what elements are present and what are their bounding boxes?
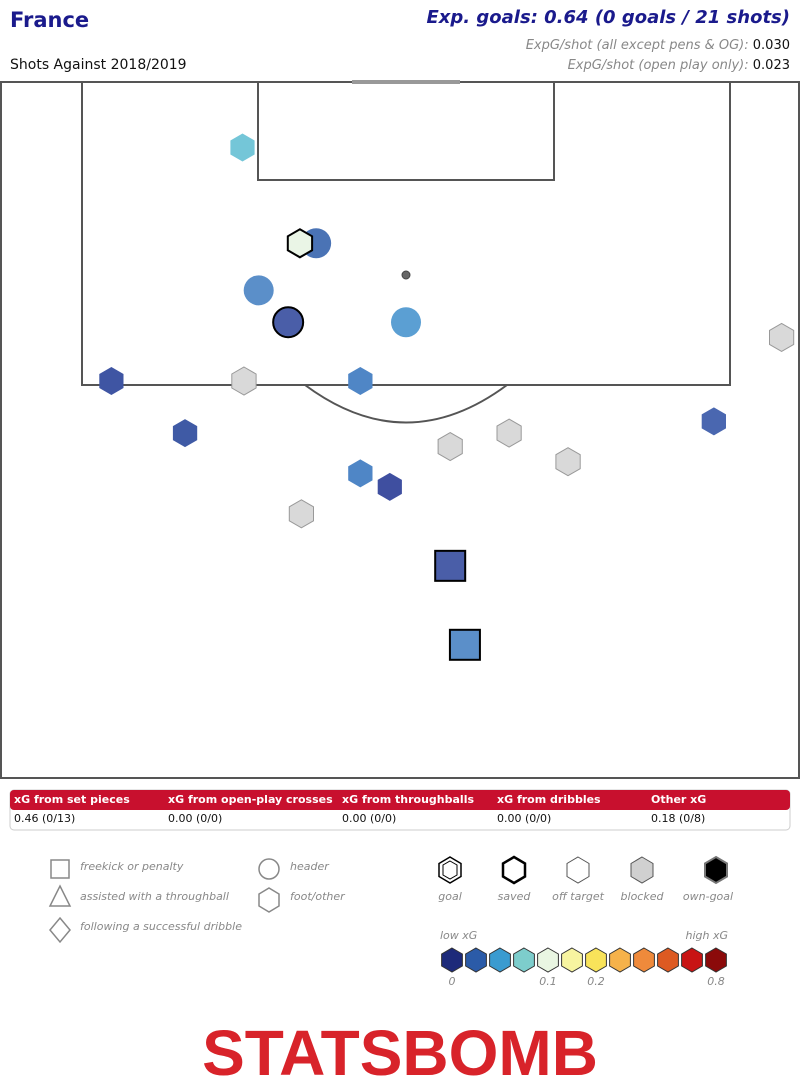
summary: Exp. goals: 0.64 (0 goals / 21 shots) (427, 7, 790, 28)
shot-foot (377, 472, 402, 501)
stat-label: ExpG/shot (open play only): (568, 58, 749, 73)
legend-diamond (49, 916, 71, 944)
scale-swatch (465, 947, 487, 973)
legend-outcome: saved (498, 890, 532, 903)
scale-tick: 0.8 (707, 975, 725, 988)
stat-value: 0.023 (753, 58, 790, 73)
stat: ExpG/shot (all except pens & OG): 0.030 (526, 38, 790, 53)
scale-swatch (585, 947, 607, 973)
blocked-icon (630, 856, 654, 884)
stat-value: 0.030 (753, 38, 790, 53)
scale-high: high xG (685, 929, 728, 942)
subtitle: Shots Against 2018/2019 (10, 57, 187, 73)
table-header-cell: xG from set pieces (14, 793, 130, 806)
shot-foot (555, 447, 581, 477)
shot-set-piece (448, 628, 481, 661)
table-header-cell: xG from throughballs (342, 793, 474, 806)
scale-tick: 0 (449, 975, 456, 988)
scale-tick: 0.2 (587, 975, 605, 988)
table-header-cell: xG from dribbles (497, 793, 601, 806)
pitch (0, 80, 800, 779)
scale-swatch (633, 947, 655, 973)
logo: STATSBOMB (202, 1017, 598, 1089)
legend-type: assisted with a throughball (80, 890, 229, 903)
shot-header (391, 307, 421, 338)
scale-swatch (537, 947, 559, 973)
stat-label: ExpG/shot (all except pens & OG): (526, 38, 749, 53)
shot-foot (231, 366, 257, 396)
legend-outcome: own-goal (683, 890, 733, 903)
table-cell: 0.00 (0/0) (168, 812, 222, 825)
legend-type: header (290, 860, 330, 873)
legend-outcome: blocked (621, 890, 665, 903)
shot-foot (99, 367, 124, 395)
table-cell: 0.18 (0/8) (651, 812, 705, 825)
scale-tick: 0.1 (539, 975, 557, 988)
penalty-arc (304, 384, 508, 424)
own-goal-icon (704, 855, 728, 885)
table-cell: 0.00 (0/0) (342, 812, 396, 825)
scale-swatch (705, 947, 727, 973)
legend-type: freekick or penalty (80, 860, 184, 873)
legend-outcome: off target (552, 890, 604, 903)
legend-square (50, 859, 70, 879)
scale-swatch (489, 947, 511, 973)
legend-type: following a successful dribble (80, 920, 242, 933)
saved-icon (501, 855, 527, 885)
shot-header (272, 306, 305, 339)
legend: freekick or penalty assisted with a throu… (80, 860, 733, 988)
scale-swatch (609, 947, 631, 973)
title: France (10, 8, 89, 32)
table: xG from set pieces 0.46 (0/13) xG from ope… (14, 793, 706, 825)
shot-header (243, 275, 274, 306)
penalty-box (81, 81, 731, 386)
scale-swatch (561, 947, 583, 973)
stat: ExpG/shot (open play only): 0.023 (568, 58, 790, 73)
scale-swatch (657, 947, 679, 973)
legend-outcomes (438, 855, 728, 885)
shot-foot (286, 228, 314, 259)
shot-foot (288, 499, 314, 529)
shot-foot (437, 432, 463, 462)
table-cell: 0.46 (0/13) (14, 812, 75, 825)
shot-foot (348, 367, 373, 395)
shot-foot (496, 418, 522, 448)
shots (99, 133, 795, 661)
scale-swatch (441, 947, 463, 973)
legend-type: foot/other (290, 890, 346, 903)
table-header-cell: Other xG (651, 793, 706, 806)
legend-hexagon (258, 887, 280, 913)
legend-shapes (48, 858, 280, 944)
table-header-cell: xG from open-play crosses (168, 793, 333, 806)
legend-outcome: goal (438, 890, 462, 903)
scale-low: low xG (440, 929, 477, 942)
six-yard-box (257, 81, 555, 181)
shot-foot (230, 133, 255, 162)
legend-triangle (48, 884, 72, 907)
goal-icon-inner (442, 860, 458, 880)
goal-icon (438, 856, 462, 884)
shot-foot (348, 459, 373, 488)
shot-foot (769, 322, 795, 352)
shot-foot (701, 407, 726, 436)
scale-swatch (681, 947, 703, 973)
off-target-icon (566, 856, 590, 884)
shot-set-piece (434, 549, 467, 582)
legend-circle (258, 858, 280, 880)
scale-swatch (513, 947, 535, 973)
shot-foot (172, 419, 198, 448)
table-cell: 0.00 (0/0) (497, 812, 551, 825)
table-header (10, 790, 790, 810)
pitch-outline (0, 81, 800, 779)
penalty-spot (401, 270, 411, 280)
